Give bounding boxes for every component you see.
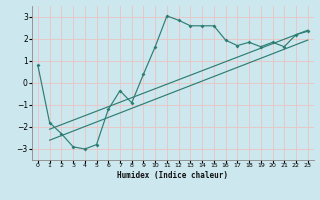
X-axis label: Humidex (Indice chaleur): Humidex (Indice chaleur) (117, 171, 228, 180)
